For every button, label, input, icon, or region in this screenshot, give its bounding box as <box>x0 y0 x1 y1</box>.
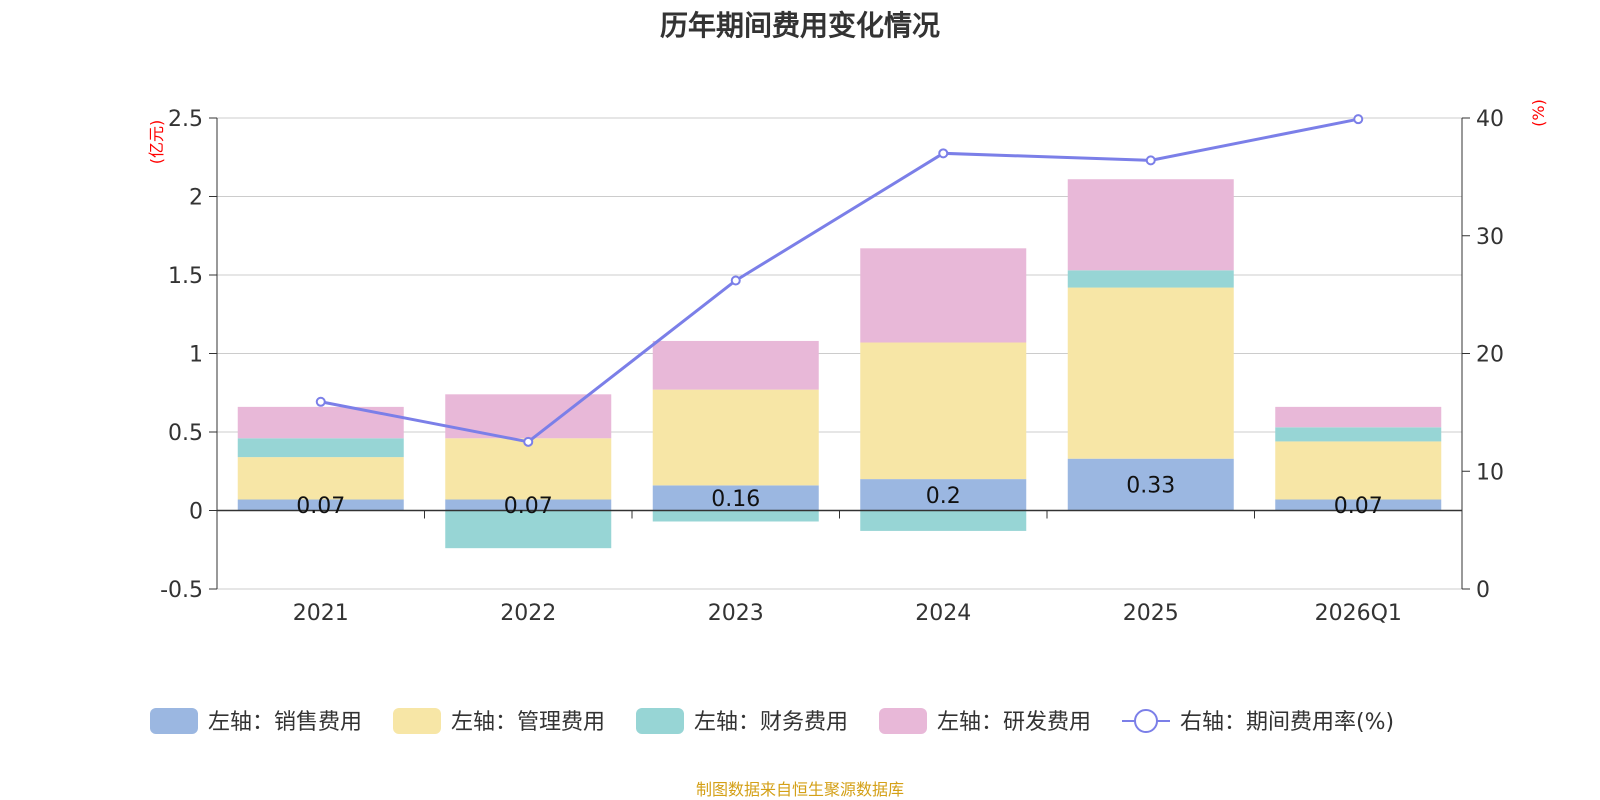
bar-value-label: 0.16 <box>711 487 760 512</box>
bar-4-2026Q1 <box>1275 406 1442 428</box>
bar-value-label: 0.2 <box>926 484 961 509</box>
rate-point-2025 <box>1145 155 1156 166</box>
bar-1-2023 <box>652 485 819 511</box>
axes: -0.5 0 0.5 1 1.5 2 2.5 0 10 20 30 40 (亿元) (%) 2021 2022… <box>147 99 1548 626</box>
bar-value-label: 0.07 <box>1334 494 1383 519</box>
bar-3-2025 <box>1067 270 1234 288</box>
bar-3-2026Q1 <box>1275 427 1442 442</box>
legend: 左轴：销售费用 左轴：管理费用 左轴：财务费用 左轴：研发费用 右轴：期间费用率(%) <box>150 708 1394 735</box>
rate-point-2026Q1 <box>1353 114 1364 125</box>
bar-2-2021 <box>237 457 404 500</box>
bar-2-2023 <box>652 389 819 486</box>
bar-4-2023 <box>652 340 819 390</box>
legend-label-rate: 右轴：期间费用率(%) <box>1180 710 1394 735</box>
legend-swatch-4 <box>879 708 927 734</box>
bars <box>237 179 1442 549</box>
bar-value-label: 0.07 <box>504 494 553 519</box>
bar-2-2025 <box>1067 287 1234 459</box>
rate-line-path <box>320 117 1359 444</box>
data-source-note: 制图数据来自恒生聚源数据库 <box>695 780 904 799</box>
rate-point-2023 <box>730 275 741 286</box>
bar-1-2021 <box>237 499 404 511</box>
legend-swatch-2 <box>393 708 441 734</box>
bar-2-2022 <box>445 438 612 500</box>
rate-point-2022 <box>523 436 534 447</box>
bar-labels: 0.07 0.07 0.16 0.2 0.33 0.07 <box>296 474 1382 519</box>
x-axis-label-2023: 2023 <box>708 601 764 626</box>
left-axis-tick-label: 1 <box>189 343 203 368</box>
bar-1-2022 <box>445 499 612 511</box>
bar-2-2026Q1 <box>1275 441 1442 500</box>
right-axis-tick-label: 0 <box>1476 578 1490 603</box>
right-axis-tick-label: 30 <box>1476 225 1504 250</box>
rate-point-2024 <box>938 148 949 159</box>
right-axis-tick-label: 40 <box>1476 107 1504 132</box>
legend-line-marker <box>1134 709 1158 733</box>
legend-label-1: 左轴：销售费用 <box>208 710 362 735</box>
legend-label-3: 左轴：财务费用 <box>694 710 848 735</box>
left-axis-unit: (亿元) <box>147 120 166 165</box>
bar-3-2021 <box>237 438 404 458</box>
gridlines <box>217 117 1462 590</box>
x-axis-label-2021: 2021 <box>293 601 349 626</box>
legend-swatch-3 <box>636 708 684 734</box>
chart-title: 历年期间费用变化情况 <box>659 9 940 42</box>
left-axis-tick-label: 0 <box>189 500 203 525</box>
left-axis-tick-label: 2 <box>189 186 203 211</box>
legend-label-2: 左轴：管理费用 <box>451 710 605 735</box>
bar-value-label: 0.33 <box>1126 474 1175 499</box>
x-axis-label-2025: 2025 <box>1123 601 1179 626</box>
left-axis-tick-label: 2.5 <box>168 107 203 132</box>
bar-4-2024 <box>860 248 1027 343</box>
bar-3-2024 <box>860 510 1027 531</box>
bar-4-2025 <box>1067 179 1234 271</box>
rate-point-2021 <box>315 396 326 407</box>
bar-3-2023 <box>652 510 819 522</box>
rate-line <box>315 114 1364 447</box>
left-axis-tick-label: -0.5 <box>160 578 203 603</box>
legend-label-4: 左轴：研发费用 <box>937 710 1091 735</box>
bar-2-2024 <box>860 342 1027 480</box>
right-axis-tick-label: 20 <box>1476 343 1504 368</box>
bar-1-2025 <box>1067 458 1234 511</box>
x-axis-label-2024: 2024 <box>915 601 971 626</box>
bar-3-2022 <box>445 510 612 549</box>
x-axis-label-2026Q1: 2026Q1 <box>1315 601 1402 626</box>
bar-value-label: 0.07 <box>296 494 345 519</box>
x-axis-label-2022: 2022 <box>500 601 556 626</box>
legend-swatch-1 <box>150 708 198 734</box>
bar-1-2024 <box>860 479 1027 511</box>
right-axis-tick-label: 10 <box>1476 460 1504 485</box>
bar-1-2026Q1 <box>1275 499 1442 511</box>
left-axis-tick-label: 1.5 <box>168 264 203 289</box>
right-axis-unit: (%) <box>1529 99 1548 127</box>
left-axis-tick-label: 0.5 <box>168 421 203 446</box>
